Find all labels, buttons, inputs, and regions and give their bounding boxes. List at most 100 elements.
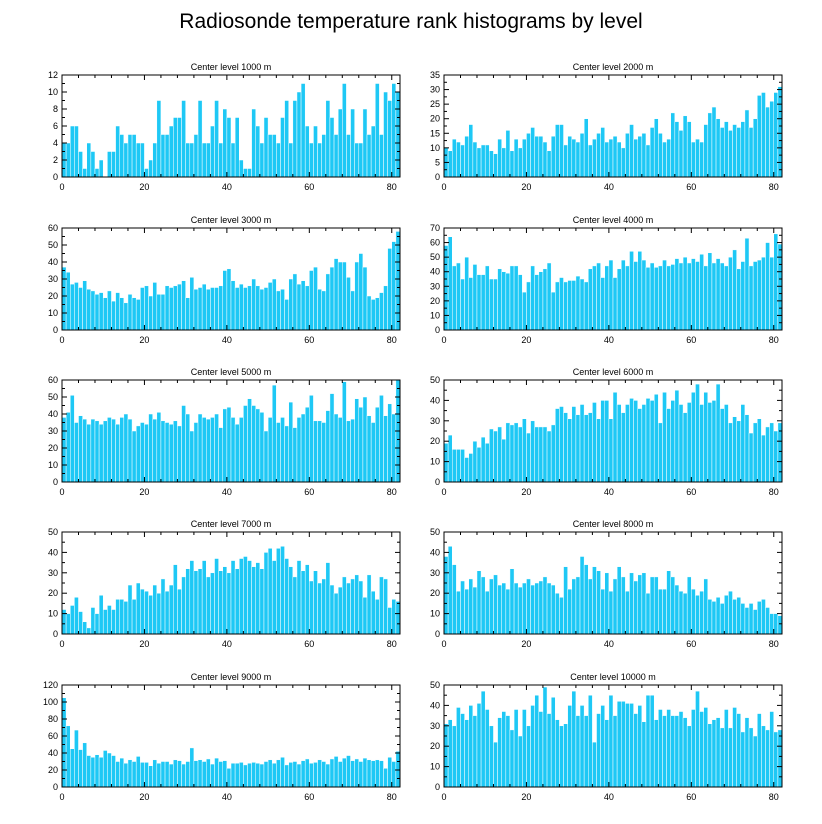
bar <box>456 707 461 788</box>
bar <box>678 590 684 635</box>
x-tick-label: 0 <box>59 792 64 802</box>
bar <box>354 142 360 178</box>
bar <box>206 576 211 635</box>
bar <box>325 562 331 635</box>
bar <box>354 758 360 788</box>
bar <box>263 761 269 788</box>
bar <box>443 245 449 331</box>
bar <box>288 401 294 483</box>
y-tick-label: 8 <box>53 104 58 114</box>
bar <box>493 430 498 483</box>
bar <box>193 760 199 788</box>
bar <box>197 759 203 788</box>
bar <box>222 760 228 788</box>
bar <box>571 406 577 483</box>
bar <box>489 578 494 635</box>
bar <box>517 426 523 483</box>
bar <box>317 142 322 178</box>
bar <box>267 548 273 635</box>
bar <box>164 285 170 331</box>
chart-panel-1: Center level 1000 m 0 2 4 6 8 10 12 0 20 40 60 80 <box>48 62 401 192</box>
bar <box>333 258 339 331</box>
bar <box>383 285 388 331</box>
y-tick-label: 30 <box>48 426 58 436</box>
bar <box>645 267 651 331</box>
bar <box>588 412 593 483</box>
bar <box>309 395 314 483</box>
bar <box>292 273 298 331</box>
bar <box>641 133 647 178</box>
bar <box>267 417 273 483</box>
y-tick-label: 30 <box>430 85 440 95</box>
bar <box>682 115 688 178</box>
x-tick-label: 80 <box>769 792 779 802</box>
bar <box>773 92 779 178</box>
bar <box>173 117 178 178</box>
bar <box>670 576 676 635</box>
bar <box>761 599 766 635</box>
bar <box>769 613 775 635</box>
bar <box>131 134 137 178</box>
bar <box>719 262 725 331</box>
y-tick-label: 20 <box>48 291 58 301</box>
bar <box>711 106 717 178</box>
bar <box>555 592 560 635</box>
bar <box>193 422 199 483</box>
bar <box>724 709 729 788</box>
bar <box>563 281 568 331</box>
bar <box>156 412 162 483</box>
bar <box>226 572 232 635</box>
bar <box>530 420 535 483</box>
bar <box>387 607 393 635</box>
x-tick-label: 40 <box>604 487 614 497</box>
bar <box>185 568 191 635</box>
bar <box>641 721 647 788</box>
bar <box>505 588 511 635</box>
bar <box>94 613 100 635</box>
bar <box>206 142 211 178</box>
y-tick-label: 0 <box>53 629 58 639</box>
bar <box>468 277 474 331</box>
bar <box>160 294 166 331</box>
bar <box>238 283 244 331</box>
y-tick-label: 30 <box>430 416 440 426</box>
bar <box>451 725 457 788</box>
bar <box>678 711 684 788</box>
bar <box>567 588 573 635</box>
bar <box>90 151 96 178</box>
bar <box>387 757 393 788</box>
bar <box>460 144 465 178</box>
bar <box>517 735 523 788</box>
x-tick-label: 60 <box>304 792 314 802</box>
bar <box>484 442 490 483</box>
bar <box>280 117 285 178</box>
bar <box>300 83 306 178</box>
bar <box>337 586 343 635</box>
bar <box>588 144 593 178</box>
bar <box>633 713 638 788</box>
bar <box>480 690 486 788</box>
bar <box>214 287 219 331</box>
bar <box>383 91 388 178</box>
bar <box>230 560 236 635</box>
x-tick-label: 40 <box>222 335 232 345</box>
bar <box>350 760 355 788</box>
bar <box>333 592 339 635</box>
bar <box>313 420 318 483</box>
bar <box>168 763 174 788</box>
bar <box>608 590 614 635</box>
bar <box>317 288 322 331</box>
bar <box>107 752 112 788</box>
bar <box>346 277 351 331</box>
bar <box>206 288 211 331</box>
bar <box>321 761 327 788</box>
bar <box>375 599 380 635</box>
y-tick-label: 120 <box>43 680 58 690</box>
bar <box>493 153 498 178</box>
y-tick-label: 50 <box>48 392 58 402</box>
bar <box>769 100 775 178</box>
bar <box>670 715 676 788</box>
bar <box>284 425 289 483</box>
bar <box>501 147 507 178</box>
bar <box>674 258 680 331</box>
